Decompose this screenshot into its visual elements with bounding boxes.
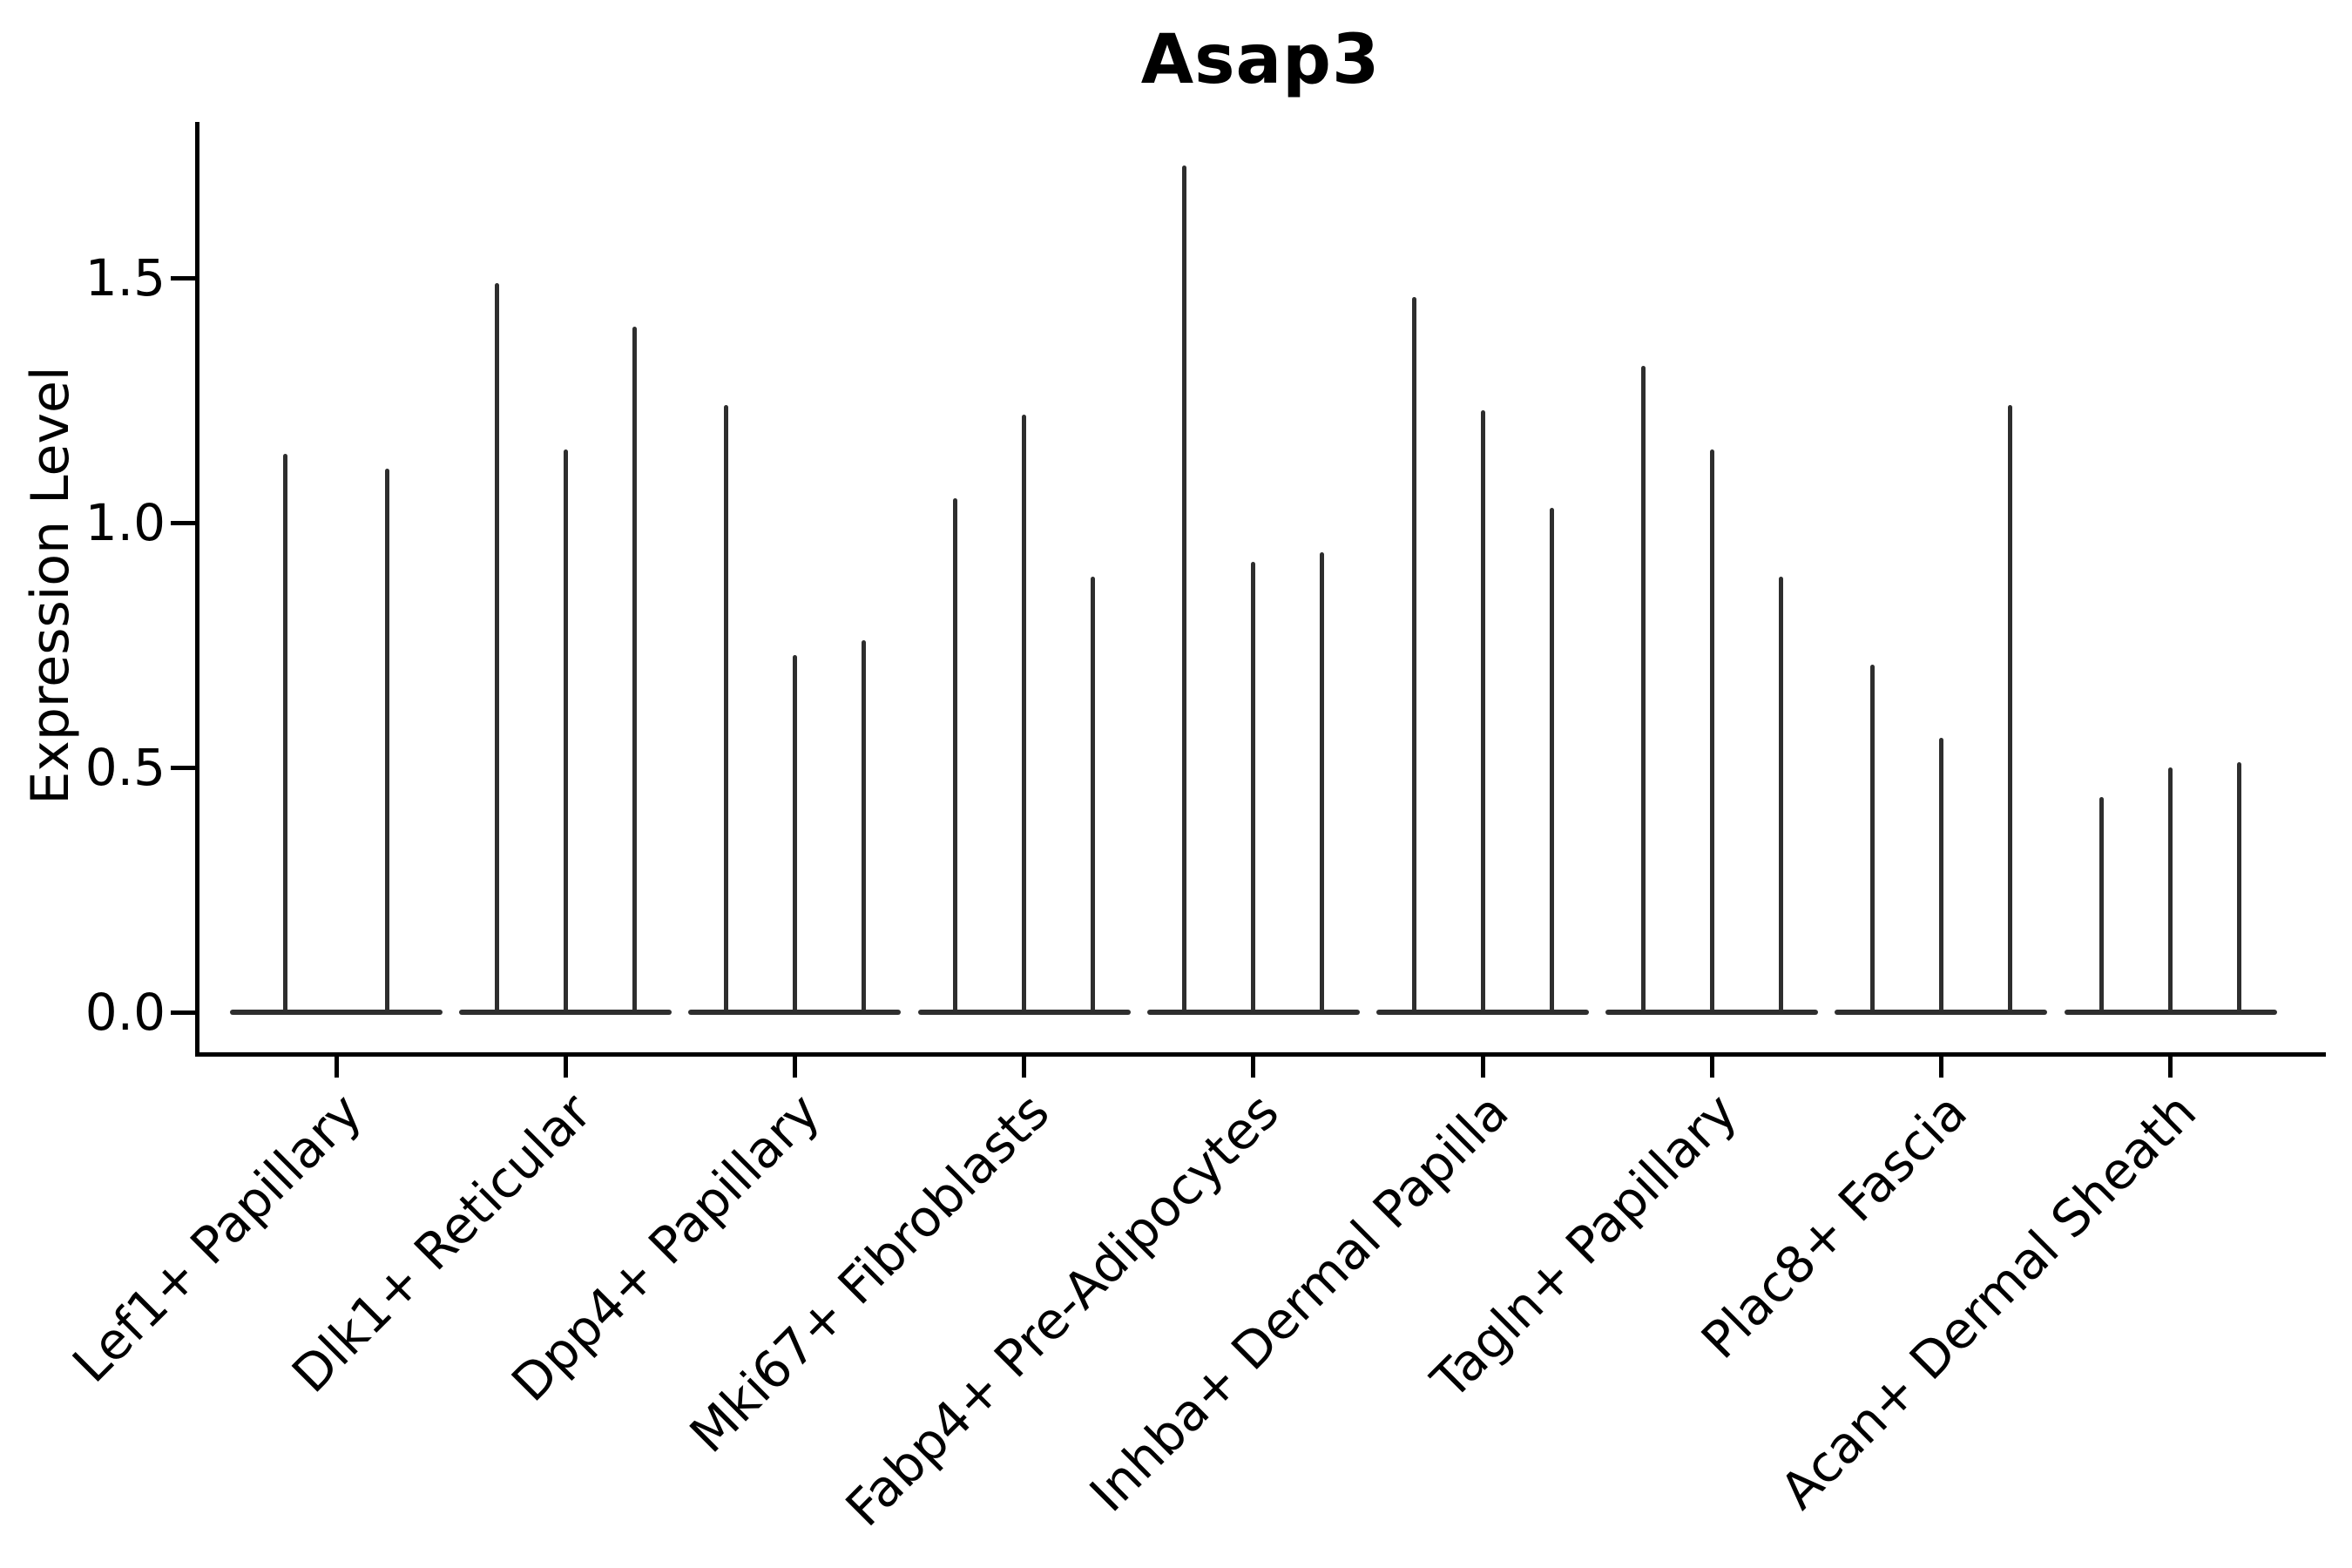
y-tick-label: 1.0 bbox=[84, 493, 166, 552]
violin-spike bbox=[1182, 165, 1187, 1015]
violin-spike bbox=[1480, 409, 1485, 1015]
y-tick-label: 0.0 bbox=[84, 983, 166, 1042]
x-tick-mark bbox=[792, 1057, 797, 1078]
violin-spike bbox=[723, 405, 728, 1015]
violin-spike bbox=[385, 469, 389, 1015]
violin-spike bbox=[1938, 738, 1943, 1015]
violin-spike bbox=[494, 282, 499, 1015]
x-tick-label: Acan+ Dermal Sheath bbox=[1768, 1082, 2207, 1521]
x-tick-mark bbox=[1709, 1057, 1714, 1078]
violin-spike bbox=[792, 654, 797, 1015]
violin-spike bbox=[283, 454, 287, 1015]
violin-spike bbox=[1411, 297, 1416, 1015]
violin-spike bbox=[861, 639, 866, 1015]
violin-spike bbox=[1022, 415, 1027, 1015]
violin-spike bbox=[2168, 767, 2173, 1015]
violin-spike bbox=[1778, 576, 1783, 1015]
x-tick-mark bbox=[563, 1057, 568, 1078]
x-tick-mark bbox=[1251, 1057, 1256, 1078]
violin-spike bbox=[1320, 551, 1325, 1015]
violin-spike bbox=[2237, 762, 2242, 1015]
violin-spike bbox=[563, 449, 568, 1015]
violin-base-smear bbox=[230, 1010, 443, 1015]
violin-spike bbox=[953, 497, 958, 1015]
x-tick-mark bbox=[1480, 1057, 1485, 1078]
y-tick-mark bbox=[171, 1010, 195, 1015]
x-axis-spine bbox=[195, 1052, 2326, 1057]
violin-spike bbox=[1251, 561, 1256, 1015]
violin-spike bbox=[1640, 366, 1646, 1015]
x-tick-mark bbox=[1938, 1057, 1943, 1078]
y-tick-label: 1.5 bbox=[84, 248, 166, 308]
violin-spike bbox=[1549, 508, 1554, 1015]
violin-spike bbox=[2007, 405, 2012, 1015]
x-tick-label: Fabp4+ Pre-Adipocytes bbox=[834, 1082, 1290, 1538]
y-tick-label: 0.5 bbox=[84, 738, 166, 797]
y-tick-mark bbox=[171, 520, 195, 525]
x-tick-mark bbox=[1022, 1057, 1027, 1078]
y-tick-mark bbox=[171, 275, 195, 280]
y-tick-mark bbox=[171, 765, 195, 770]
violin-spike bbox=[632, 327, 637, 1015]
violin-spike bbox=[2099, 796, 2105, 1015]
y-axis-spine bbox=[195, 122, 199, 1057]
violin-spike bbox=[1091, 576, 1096, 1015]
violin-spike bbox=[1869, 664, 1875, 1015]
x-tick-mark bbox=[2168, 1057, 2173, 1078]
x-tick-label: Inhba+ Dermal Papilla bbox=[1078, 1082, 1520, 1524]
chart-title: Asap3 bbox=[1140, 21, 1381, 99]
x-tick-mark bbox=[334, 1057, 339, 1078]
violin-spike bbox=[1709, 449, 1714, 1015]
